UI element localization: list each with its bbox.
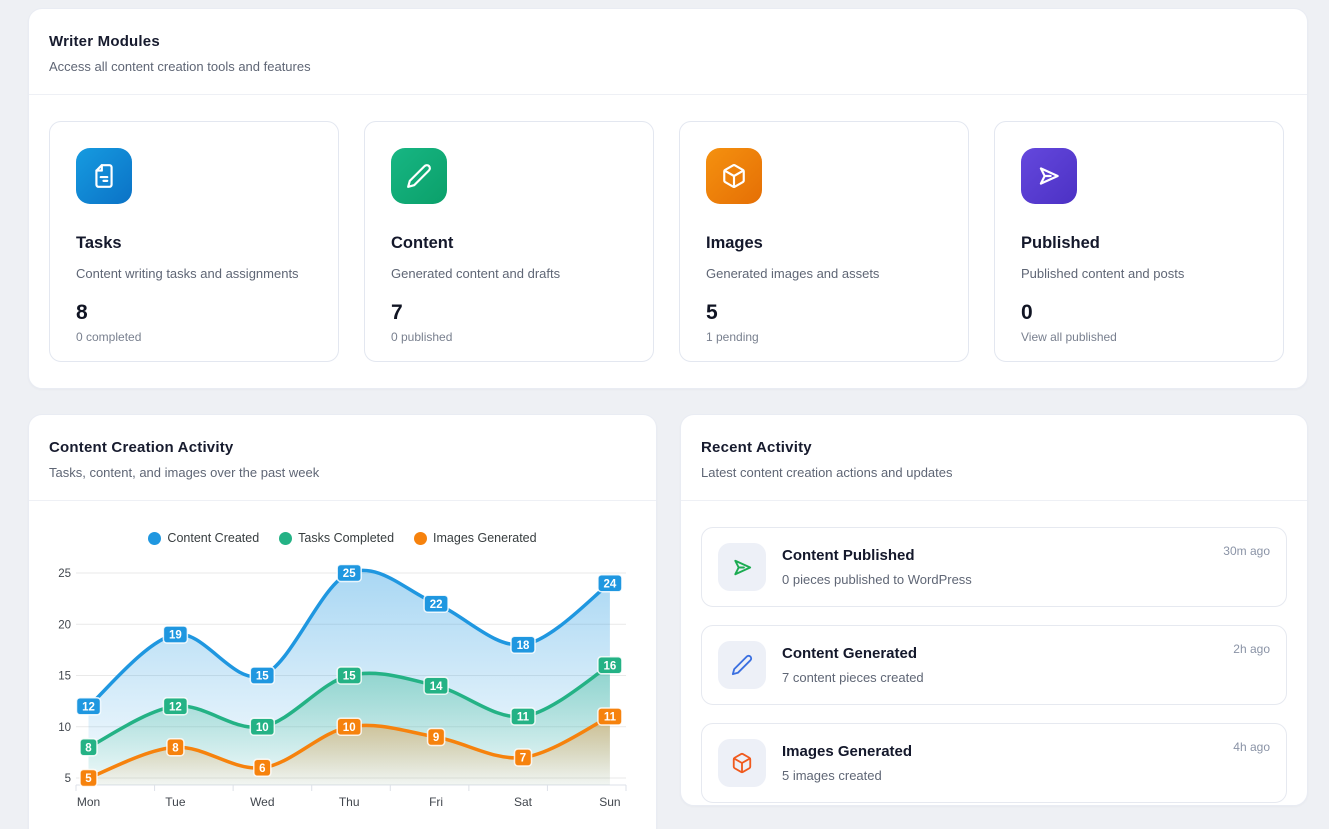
module-card-tasks[interactable]: Tasks Content writing tasks and assignme… <box>49 121 339 362</box>
svg-text:Mon: Mon <box>77 795 100 809</box>
module-subcount: 1 pending <box>706 330 759 344</box>
activity-item-content-generated: Content Generated 7 content pieces creat… <box>701 625 1287 705</box>
svg-text:22: 22 <box>430 599 443 611</box>
legend-label: Tasks Completed <box>298 531 395 545</box>
module-subcount: View all published <box>1021 330 1117 344</box>
cube-icon <box>718 739 766 787</box>
svg-text:15: 15 <box>58 671 71 683</box>
svg-text:10: 10 <box>58 722 71 734</box>
activity-timestamp: 30m ago <box>1223 544 1270 558</box>
legend-label: Images Generated <box>433 531 537 545</box>
module-description: Generated content and drafts <box>391 266 561 281</box>
svg-text:11: 11 <box>604 712 617 724</box>
svg-text:15: 15 <box>256 671 269 683</box>
activity-list: Content Published 0 pieces published to … <box>681 501 1307 803</box>
svg-text:25: 25 <box>58 568 71 580</box>
activity-timestamp: 4h ago <box>1233 740 1270 754</box>
svg-text:Wed: Wed <box>250 795 274 809</box>
activity-description: 7 content pieces created <box>782 670 924 685</box>
cube-icon <box>706 148 762 204</box>
module-card-content[interactable]: Content Generated content and drafts 7 0… <box>364 121 654 362</box>
pencil-icon <box>391 148 447 204</box>
svg-text:19: 19 <box>169 630 182 642</box>
activity-line-chart: 25 20 15 10 5 Mon Tue Wed Thu Fri Sat Sun 12 19 15 25 22… <box>58 563 627 809</box>
chart-header: Content Creation Activity Tasks, content… <box>29 415 656 501</box>
send-icon <box>718 543 766 591</box>
svg-text:20: 20 <box>58 619 71 631</box>
svg-text:11: 11 <box>517 712 530 724</box>
module-title: Content <box>391 234 454 252</box>
legend-dot <box>148 531 162 545</box>
svg-text:Sat: Sat <box>514 795 533 809</box>
svg-text:7: 7 <box>520 753 526 765</box>
svg-text:10: 10 <box>256 722 269 734</box>
module-count: 8 <box>76 301 88 324</box>
activity-title: Images Generated <box>782 743 913 760</box>
recent-activity-title: Recent Activity <box>701 439 812 456</box>
svg-text:18: 18 <box>517 640 530 652</box>
module-description: Generated images and assets <box>706 266 880 281</box>
chart-title: Content Creation Activity <box>49 439 234 456</box>
legend-dot <box>414 531 428 545</box>
svg-text:8: 8 <box>172 742 179 754</box>
svg-text:16: 16 <box>604 660 617 672</box>
svg-text:10: 10 <box>343 722 356 734</box>
content-creation-activity-panel: Content Creation Activity Tasks, content… <box>28 414 657 829</box>
svg-text:12: 12 <box>82 701 95 713</box>
writer-modules-header: Writer Modules Access all content creati… <box>29 9 1307 95</box>
module-card-images[interactable]: Images Generated images and assets 5 1 p… <box>679 121 969 362</box>
writer-modules-panel: Writer Modules Access all content creati… <box>28 8 1308 389</box>
panel-subtitle: Access all content creation tools and fe… <box>49 59 311 74</box>
svg-text:Thu: Thu <box>339 795 360 809</box>
svg-text:15: 15 <box>343 671 356 683</box>
module-title: Published <box>1021 234 1100 252</box>
legend-item[interactable]: Content Created <box>148 531 259 545</box>
pencil-icon <box>718 641 766 689</box>
send-icon <box>1021 148 1077 204</box>
legend-item[interactable]: Images Generated <box>414 531 537 545</box>
activity-item-images-generated: Images Generated 5 images created 4h ago <box>701 723 1287 803</box>
svg-text:8: 8 <box>85 742 92 754</box>
activity-title: Content Published <box>782 547 915 564</box>
activity-description: 0 pieces published to WordPress <box>782 572 972 587</box>
module-count: 5 <box>706 301 718 324</box>
chart-legend: Content Created Tasks Completed Images Gen… <box>29 531 656 545</box>
svg-text:Tue: Tue <box>165 795 186 809</box>
svg-text:Fri: Fri <box>429 795 443 809</box>
module-subcount: 0 completed <box>76 330 142 344</box>
svg-text:5: 5 <box>85 773 92 785</box>
panel-title: Writer Modules <box>49 33 160 50</box>
module-description: Published content and posts <box>1021 266 1185 281</box>
module-card-published[interactable]: Published Published content and posts 0 … <box>994 121 1284 362</box>
module-title: Tasks <box>76 234 122 252</box>
file-text-icon <box>76 148 132 204</box>
svg-text:6: 6 <box>259 763 265 775</box>
module-title: Images <box>706 234 763 252</box>
module-count: 0 <box>1021 301 1033 324</box>
svg-text:9: 9 <box>433 732 439 744</box>
chart-subtitle: Tasks, content, and images over the past… <box>49 465 320 480</box>
svg-text:25: 25 <box>343 568 356 580</box>
module-count: 7 <box>391 301 403 324</box>
legend-dot <box>279 531 293 545</box>
recent-activity-panel: Recent Activity Latest content creation … <box>680 414 1308 806</box>
svg-text:24: 24 <box>604 578 617 590</box>
module-description: Content writing tasks and assignments <box>76 266 299 281</box>
module-subcount: 0 published <box>391 330 453 344</box>
modules-grid: Tasks Content writing tasks and assignme… <box>29 95 1307 388</box>
activity-title: Content Generated <box>782 645 918 662</box>
activity-timestamp: 2h ago <box>1233 642 1270 656</box>
recent-activity-header: Recent Activity Latest content creation … <box>681 415 1307 501</box>
recent-activity-subtitle: Latest content creation actions and upda… <box>701 465 953 480</box>
svg-text:12: 12 <box>169 701 182 713</box>
svg-text:Sun: Sun <box>599 795 620 809</box>
activity-item-content-published: Content Published 0 pieces published to … <box>701 527 1287 607</box>
activity-description: 5 images created <box>782 768 882 783</box>
svg-text:14: 14 <box>430 681 443 693</box>
legend-label: Content Created <box>167 531 260 545</box>
legend-item[interactable]: Tasks Completed <box>279 531 394 545</box>
svg-text:5: 5 <box>65 773 71 785</box>
